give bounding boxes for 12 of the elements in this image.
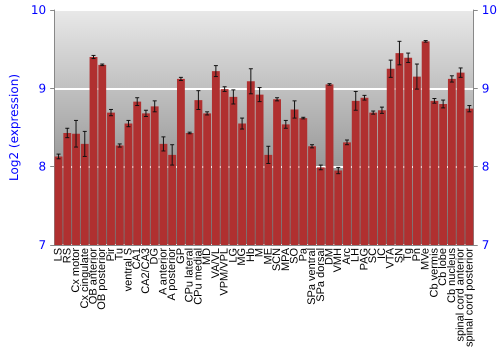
y-axis-title: Log2 (expression): [7, 74, 21, 181]
y-tick-label: 7: [38, 238, 46, 252]
y-tick-label: 8: [38, 160, 46, 174]
y2-tick-label: 9: [482, 81, 490, 96]
x-tick-label: Tg: [402, 248, 414, 261]
y2-tick-label: 8: [482, 160, 490, 174]
y-tick-label: 9: [38, 81, 46, 96]
x-tick-label: A posterior: [166, 248, 178, 301]
y2-tick-label: 7: [482, 238, 490, 252]
x-tick-label: spinal cord posterior: [463, 248, 476, 348]
y2-tick-label: 10: [482, 3, 498, 17]
y-tick-label: 10: [30, 3, 46, 17]
